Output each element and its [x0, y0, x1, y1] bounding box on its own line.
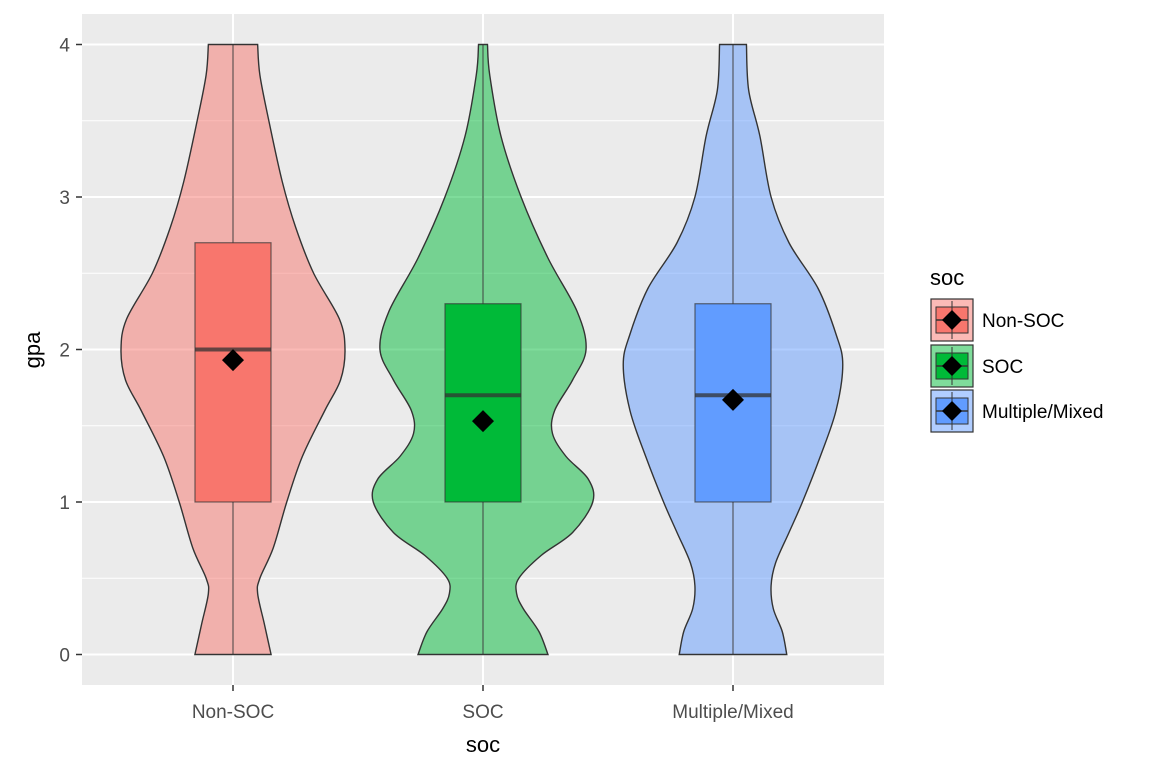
legend-key-mean: [942, 356, 962, 376]
legend-key-mean: [942, 310, 962, 330]
y-tick-label: 0: [59, 646, 70, 667]
box: [444, 303, 522, 503]
legend: soc Non-SOC SOC Multiple/Mixed: [930, 265, 1103, 433]
means-layer: [222, 349, 744, 433]
mean-marker: [472, 410, 494, 433]
legend-label: SOC: [982, 357, 1023, 378]
x-axis: Non-SOC SOC Multiple/Mixed: [192, 685, 794, 723]
legend-key-mean: [942, 401, 962, 421]
box: [194, 242, 272, 503]
y-tick-label: 3: [59, 188, 70, 209]
y-tick-label: 2: [59, 341, 70, 362]
x-tick-label: Multiple/Mixed: [672, 702, 793, 723]
legend-label: Non-SOC: [982, 311, 1064, 332]
legend-label: Multiple/Mixed: [982, 402, 1103, 423]
x-tick-label: Non-SOC: [192, 702, 274, 723]
y-tick-label: 4: [59, 36, 70, 57]
x-axis-title: soc: [466, 732, 500, 757]
y-axis-title: gpa: [20, 331, 45, 368]
x-tick-label: SOC: [462, 702, 503, 723]
y-tick-label: 1: [59, 493, 70, 514]
legend-title: soc: [930, 265, 964, 290]
mean-marker: [222, 349, 244, 372]
mean-marker: [722, 388, 744, 411]
y-axis: 0 1 2 3 4: [59, 36, 82, 667]
